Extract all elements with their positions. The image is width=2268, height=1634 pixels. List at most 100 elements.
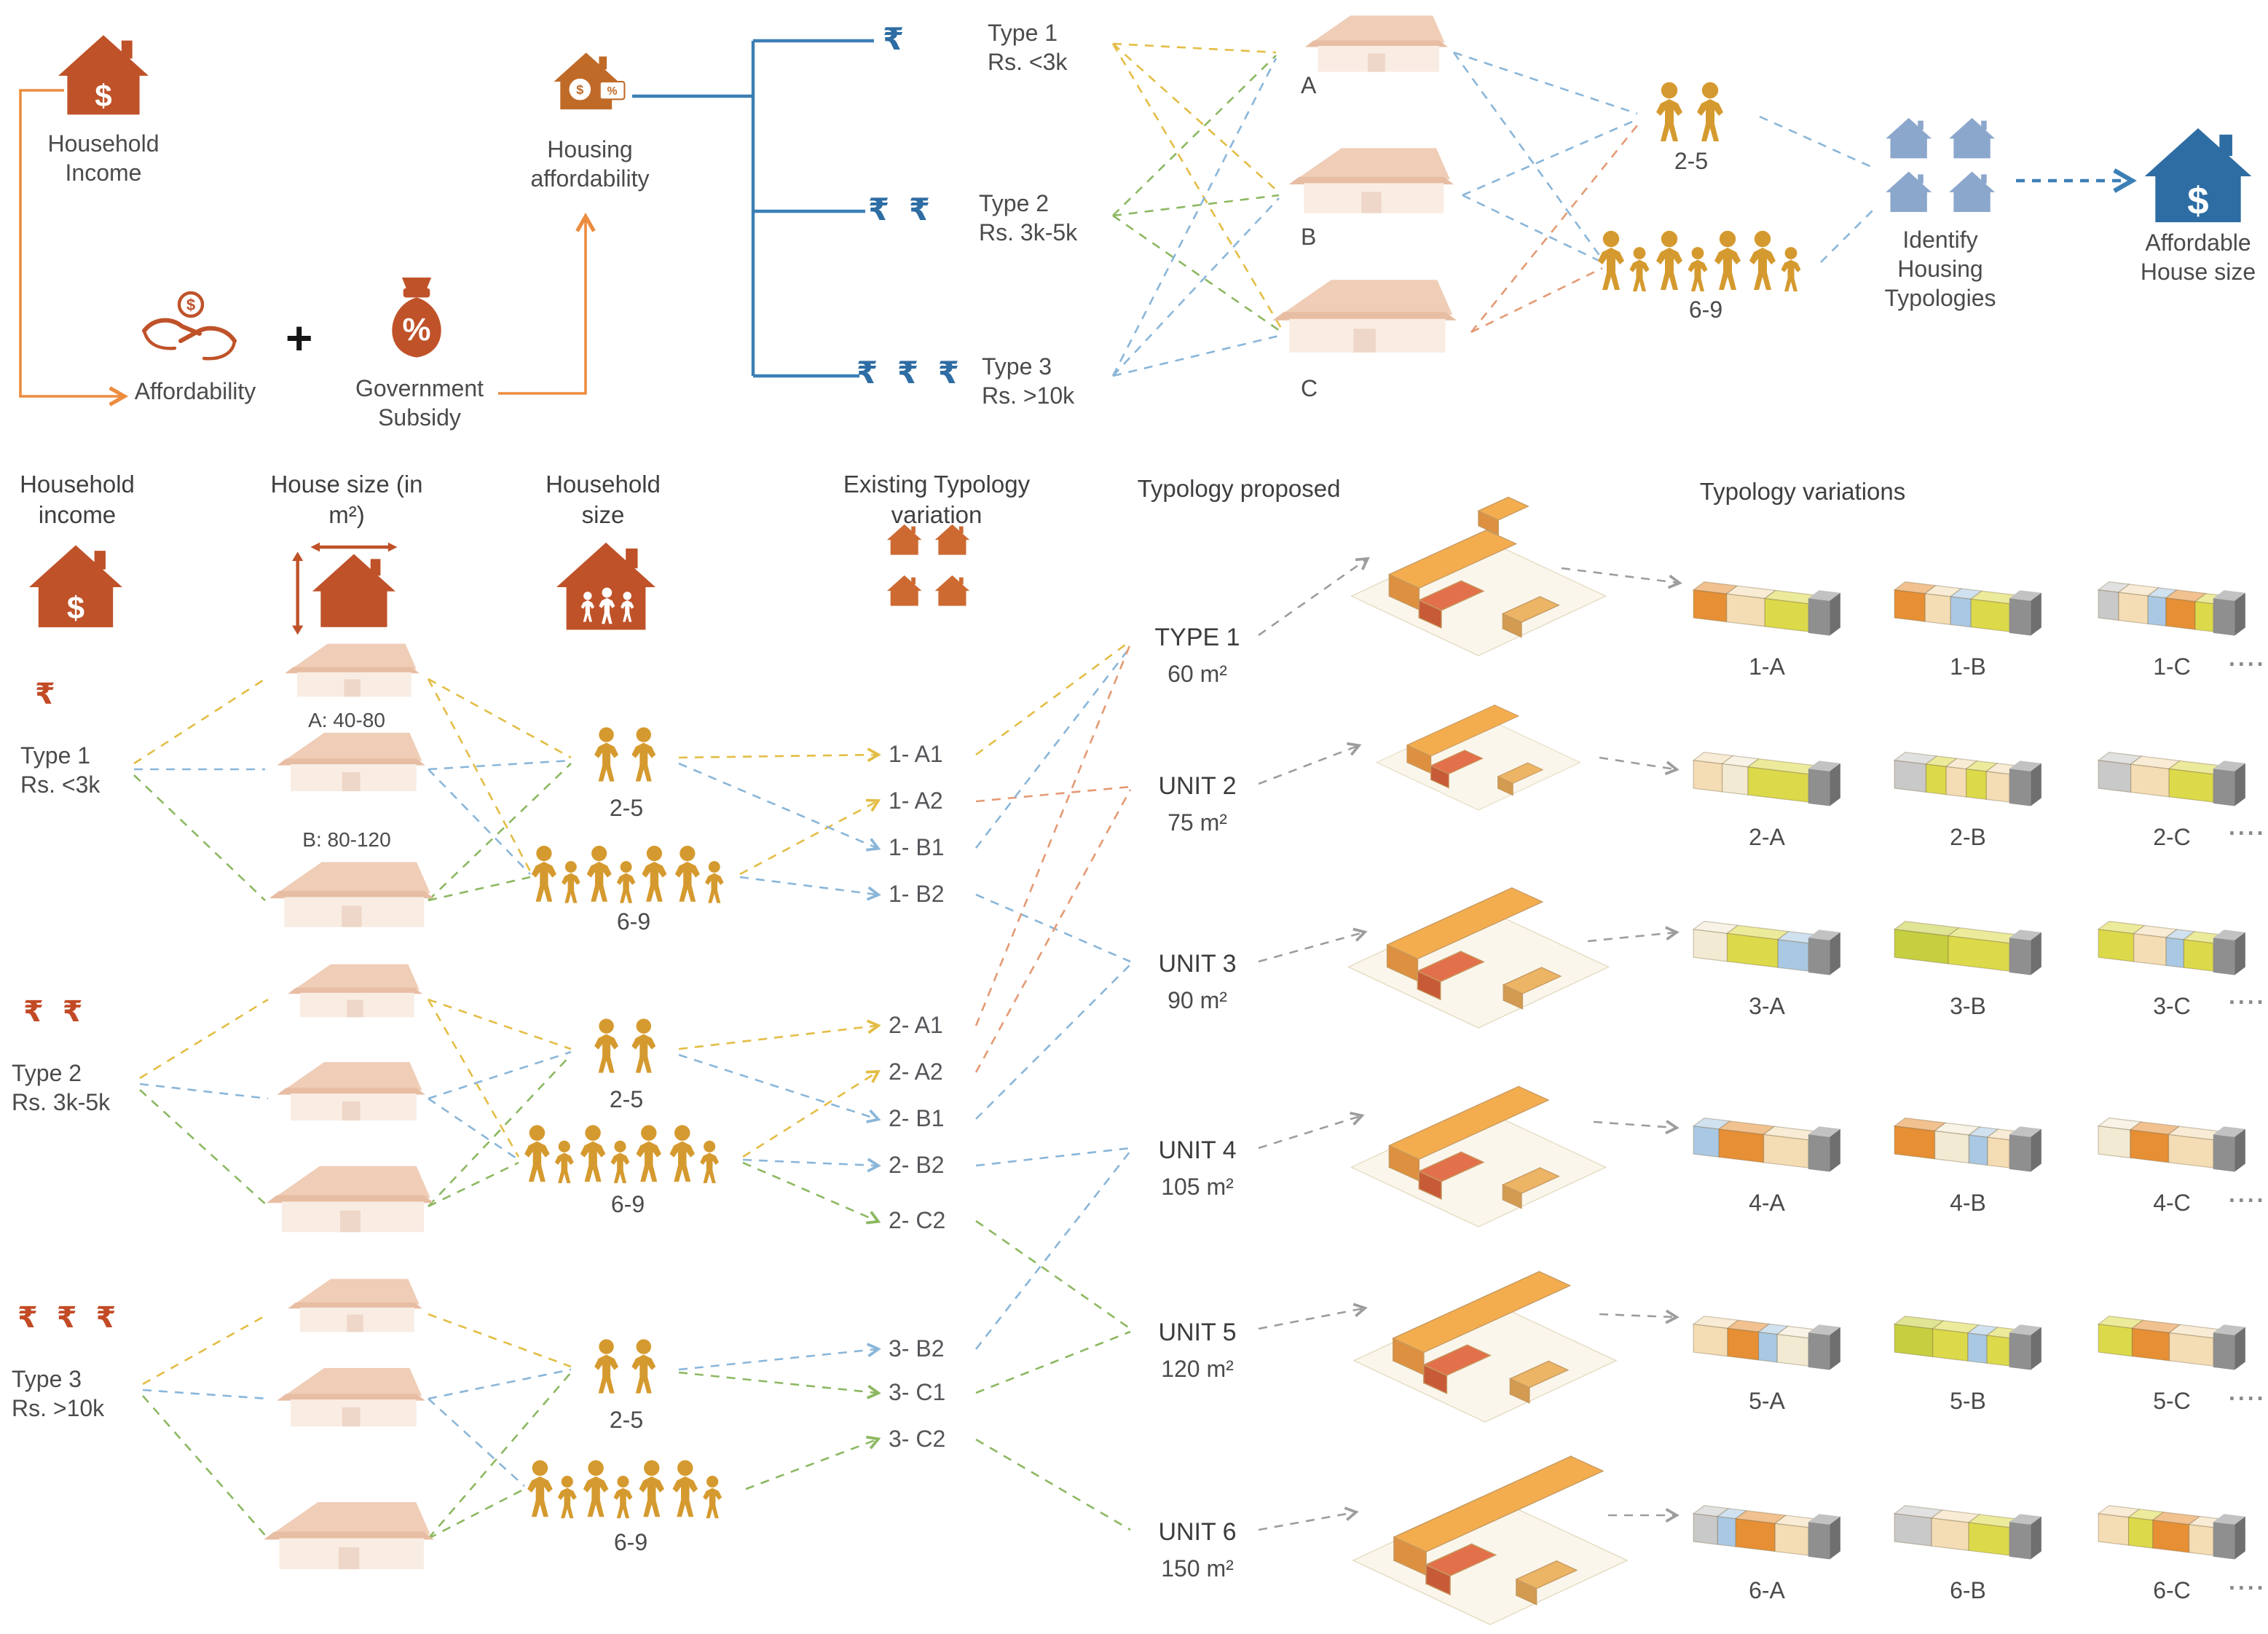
rupee-symbol-row1: ₹ [35, 676, 60, 711]
faded-house-illustration [256, 1157, 434, 1241]
variation-cell: 2-A [1687, 724, 1847, 852]
header-household-income: Household income [20, 472, 135, 530]
proposed-unit: UNIT 2 75 m² [1133, 772, 1261, 838]
variation-label: 1-C [2153, 656, 2191, 680]
house-option-b-label: B [1301, 226, 1317, 251]
more-variations-dots: .... [2229, 1571, 2267, 1595]
variation-cell: 3-B [1888, 893, 2048, 1021]
svg-text:$: $ [576, 82, 583, 97]
svg-text:%: % [607, 85, 618, 98]
unit-name: UNIT 5 [1158, 1319, 1237, 1346]
variation-cell: 4-C [2092, 1090, 2252, 1218]
variation-illustration [1893, 751, 2041, 806]
identify-typologies-house-grid-icon [1886, 117, 1996, 212]
variation-illustration [1893, 920, 2041, 975]
existing-typology-house-grid-icon [886, 524, 970, 606]
rupee-symbol-type2: ₹ ₹ [868, 192, 935, 227]
household-size-house-family-icon [556, 542, 655, 632]
existing-typology-label: 3- C1 [889, 1381, 946, 1406]
variation-label: 1-B [1950, 656, 1986, 680]
faded-house-illustration [253, 1492, 434, 1579]
unit-isometric-illustration [1347, 887, 1610, 1029]
proposed-unit: TYPE 1 60 m² [1133, 624, 1261, 689]
price-type2-label: Type 2 Rs. 3k-5k [979, 191, 1077, 249]
variation-illustration [1893, 1117, 2041, 1172]
unit-name: UNIT 6 [1158, 1518, 1237, 1546]
svg-text:$: $ [67, 592, 84, 627]
variation-illustration [1692, 1504, 1840, 1560]
header-household-size: Household size [546, 472, 661, 530]
variation-illustration [1692, 920, 1840, 975]
unit-isometric-illustration [1376, 704, 1581, 811]
existing-typology-label: 2- A1 [889, 1014, 943, 1039]
variation-illustration [2097, 1117, 2245, 1172]
variation-illustration [1692, 581, 1840, 636]
unit-isometric-illustration [1350, 1085, 1607, 1228]
unit-area: 120 m² [1161, 1358, 1234, 1383]
variation-cell: 1-B [1888, 554, 2048, 682]
household-6-9-icon [1598, 230, 1801, 291]
existing-typology-label: 1- B2 [889, 883, 945, 908]
header-existing-typology: Existing Typology variation [843, 472, 1031, 530]
existing-typology-label: 1- B1 [889, 836, 945, 861]
variation-label: 2-C [2153, 826, 2191, 851]
house-option-c-illustration [1261, 271, 1457, 361]
variation-label: 5-A [1749, 1390, 1785, 1415]
variation-label: 5-B [1950, 1390, 1986, 1415]
price-type1-range: Rs. <3k [988, 51, 1068, 76]
existing-typology-label: 3- C2 [889, 1428, 946, 1453]
variation-label: 5-C [2153, 1390, 2191, 1415]
variation-illustration [1692, 1117, 1840, 1172]
faded-house-illustration [277, 638, 420, 702]
faded-house-illustration [280, 1273, 422, 1338]
variation-cell: 1-C [2092, 554, 2252, 682]
header-typology-proposed: Typology proposed [1137, 476, 1341, 503]
svg-text:$: $ [186, 296, 195, 314]
type1-range: Rs. <3k [20, 774, 101, 798]
rupee-symbol-row2: ₹ ₹ [23, 994, 87, 1029]
more-variations-dots: .... [2229, 1183, 2267, 1208]
existing-typology-label: 3- B2 [889, 1338, 945, 1362]
variation-label: 3-C [2153, 995, 2191, 1020]
variation-label: 3-A [1749, 995, 1785, 1020]
price-type3-range: Rs. >10k [982, 385, 1075, 409]
income-house-dollar-icon: $ [29, 545, 122, 629]
unit-name: UNIT 4 [1158, 1136, 1237, 1164]
variation-cell: 3-A [1687, 893, 1847, 1021]
variation-cell: 6-A [1687, 1477, 1847, 1606]
variation-illustration [1893, 581, 2041, 636]
rupee-symbol-row3: ₹ ₹ ₹ [17, 1300, 121, 1335]
unit-name: UNIT 3 [1158, 950, 1237, 978]
unit-name: TYPE 1 [1154, 624, 1240, 651]
proposed-unit: UNIT 3 90 m² [1133, 950, 1261, 1016]
type3-label: Type 3 Rs. >10k [12, 1367, 104, 1425]
affordable-house-size-icon: $ [2144, 128, 2252, 222]
variation-cell: 5-A [1687, 1288, 1847, 1416]
household-2-5-icon [594, 1339, 656, 1394]
price-type3-name: Type 3 [982, 356, 1052, 380]
proposed-unit: UNIT 5 120 m² [1133, 1319, 1261, 1384]
house-option-a-illustration [1296, 9, 1448, 79]
faded-house-illustration [280, 959, 422, 1023]
variation-illustration [2097, 920, 2245, 975]
government-subsidy-label: Government Subsidy [355, 377, 484, 431]
proposed-unit: UNIT 4 105 m² [1133, 1136, 1261, 1202]
header-typology-variations: Typology variations [1699, 479, 1906, 506]
variation-label: 6-A [1749, 1579, 1785, 1604]
existing-typology-label: 2- C2 [889, 1209, 946, 1234]
variation-cell: 2-C [2092, 724, 2252, 852]
variation-label: 4-B [1950, 1192, 1986, 1217]
identify-typologies-label: Identify Housing Typologies [1884, 229, 1996, 312]
more-variations-dots: .... [2229, 985, 2267, 1010]
plus-sign: + [286, 312, 313, 364]
variation-illustration [2097, 751, 2245, 806]
svg-text:$: $ [2187, 179, 2208, 222]
variation-label: 3-B [1950, 995, 1986, 1020]
variation-illustration [1893, 1315, 2041, 1370]
size-b-label: B: 80-120 [302, 828, 391, 851]
variation-illustration [2097, 581, 2245, 636]
household-6-9-icon [524, 1125, 720, 1184]
household-6-9-label: 6-9 [1688, 299, 1723, 323]
type3-name: Type 3 [12, 1368, 82, 1393]
house-option-c-label: C [1301, 377, 1318, 402]
